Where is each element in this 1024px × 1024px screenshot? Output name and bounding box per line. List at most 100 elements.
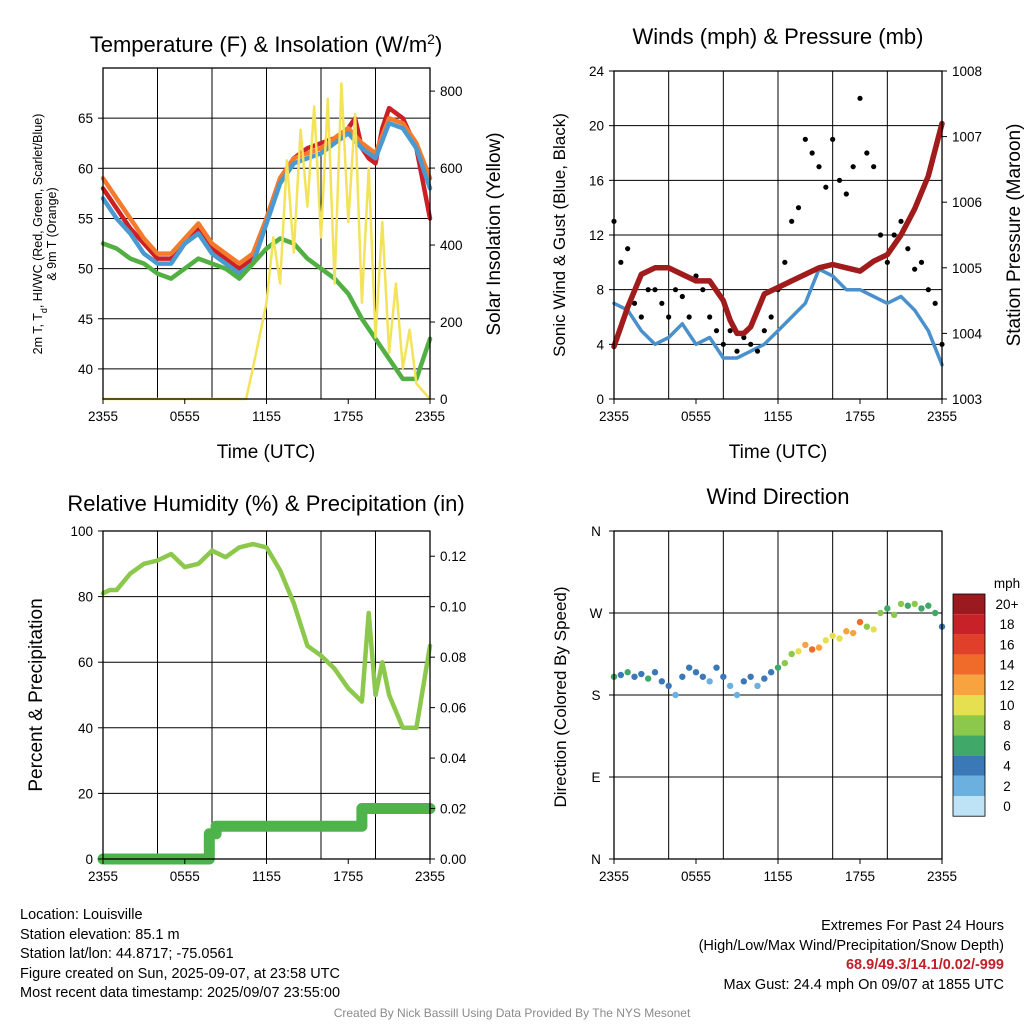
extremes-subheading: (High/Low/Max Wind/Precipitation/Snow De… [698, 937, 1004, 954]
wind-panel-ytick-right-label: 1003 [952, 392, 982, 407]
dir-point [925, 602, 932, 609]
speed-legend-swatch [953, 634, 985, 655]
dir-point [638, 670, 645, 678]
rh-panel-xtick-label: 0555 [170, 869, 200, 884]
dir-point [781, 659, 789, 667]
speed-legend-swatch [953, 775, 985, 796]
speed-legend-swatch [953, 594, 985, 615]
speed-legend-label: 20+ [996, 597, 1019, 612]
wind-gust-point [618, 259, 624, 265]
dir-panel-ytick-label: N [591, 852, 601, 867]
speed-legend-label: 12 [999, 678, 1014, 693]
dir-point [822, 637, 830, 644]
dir-point [761, 675, 768, 682]
wind-gust-point [727, 328, 733, 334]
wind-panel-ytick-label: 24 [589, 64, 605, 79]
wind-series-line [611, 120, 945, 350]
rh-series-line [97, 803, 436, 865]
wind-gust-point [843, 191, 849, 197]
wind-panel-ytick-right-label: 1006 [952, 195, 982, 210]
rh-panel-ytick-label: 40 [78, 721, 93, 736]
speed-legend-label: 14 [999, 658, 1015, 673]
wind-gust-point [645, 287, 651, 293]
dir-point [836, 635, 843, 642]
wind-gust-point [864, 150, 870, 156]
wind-gust-point [912, 266, 918, 272]
temp-panel-xtick-label: 1755 [333, 409, 363, 424]
speed-legend-swatch [953, 695, 985, 716]
wind-gust-point [802, 136, 808, 142]
wind-gust-point [734, 348, 740, 354]
dir-point [713, 664, 720, 671]
wind-panel-xtick-label: 1755 [845, 409, 875, 424]
wind-gust-point [707, 314, 713, 320]
wind-gust-point [686, 314, 692, 320]
wind-panel-ytick-label: 0 [596, 392, 604, 407]
wind-gust-point [884, 259, 890, 265]
dir-point [849, 629, 857, 637]
wind-panel-ytick-label: 12 [589, 228, 604, 243]
temp-panel-ytick-label: 65 [78, 111, 93, 126]
temp-panel-ytick-label: 45 [78, 312, 93, 327]
wind-panel-ytick-right-label: 1007 [952, 130, 982, 145]
temp-panel-ytick-label: 50 [78, 262, 93, 277]
rh-panel-ytick-right-label: 0.08 [440, 650, 466, 665]
wind-gust-point [741, 334, 747, 341]
speed-legend-label: 0 [1003, 799, 1011, 814]
wind-gust-point [830, 136, 836, 142]
dir-point [631, 673, 638, 680]
dir-point [856, 618, 864, 626]
temp-panel-xtick-label: 1155 [252, 409, 281, 424]
wind-gust-point [659, 300, 665, 306]
dir-y-axis-label: Direction (Colored By Speed) [551, 586, 570, 807]
station-latlon: Station lat/lon: 44.8717; -75.0561 [20, 946, 234, 963]
rh-panel-xtick-label: 2355 [415, 869, 445, 884]
temp-panel-xtick-label: 0555 [170, 409, 200, 424]
dir-point [843, 628, 850, 635]
dir-point [699, 673, 707, 680]
temp-panel-ytick-label: 55 [78, 211, 93, 226]
rh-panel-ytick-label: 80 [78, 590, 93, 605]
temp-panel-grid [157, 68, 376, 399]
temp-panel-ytick-label: 60 [78, 161, 93, 176]
wind-gust-point [857, 95, 863, 101]
dir-panel-xtick-label: 1755 [845, 869, 875, 884]
dir-point [918, 605, 925, 612]
wind-gust-point [836, 177, 843, 183]
extremes-values: 68.9/49.3/14.1/0.02/-999 [845, 957, 1004, 974]
wind-gust-point [672, 287, 679, 293]
rh-panel-ytick-label: 60 [78, 655, 93, 670]
wind-gust-point [652, 287, 658, 293]
wind-gust-point [679, 293, 685, 300]
rh-panel-ytick-right-label: 0.12 [440, 549, 466, 564]
speed-legend-label: 18 [999, 617, 1014, 632]
dir-panel-ytick-label: W [590, 606, 603, 621]
dir-point [877, 609, 884, 617]
wind-y-axis-label-right: Station Pressure (Maroon) [1004, 124, 1024, 347]
dir-panel-ytick-label: S [591, 688, 600, 703]
dir-panel-xtick-label: 2355 [599, 869, 629, 884]
speed-legend-unit: mph [994, 576, 1020, 591]
temp-y-axis-label-line2: & 9m T (Orange) [45, 187, 59, 280]
wind-panel-xtick-label: 2355 [599, 409, 629, 424]
wind-panel-xtick-label: 1155 [763, 409, 792, 424]
speed-legend-swatch [953, 674, 985, 695]
wind-gust-point [905, 246, 911, 252]
wind-gust-point [754, 348, 761, 354]
temp-y-axis-label-right: Solar Insolation (Yellow) [484, 132, 505, 335]
rh-series-line [100, 541, 433, 731]
dir-point [802, 641, 809, 649]
wind-gust-point [823, 184, 829, 190]
speed-legend-label: 8 [1003, 718, 1011, 733]
temp-series-line [101, 82, 432, 401]
wind-panel-ytick-label: 8 [596, 283, 604, 298]
rh-panel-xtick-label: 1155 [252, 869, 281, 884]
figure-created: Figure created on Sun, 2025-09-07, at 23… [20, 965, 340, 982]
wind-panel-ytick-right-label: 1004 [952, 326, 983, 341]
wind-gust-point [638, 314, 644, 320]
wind-gust-point [761, 328, 767, 334]
dir-point [733, 691, 741, 699]
temp-panel-ytick-right-label: 200 [440, 315, 463, 330]
speed-legend-label: 2 [1003, 779, 1011, 794]
speed-legend-label: 4 [1003, 759, 1011, 774]
